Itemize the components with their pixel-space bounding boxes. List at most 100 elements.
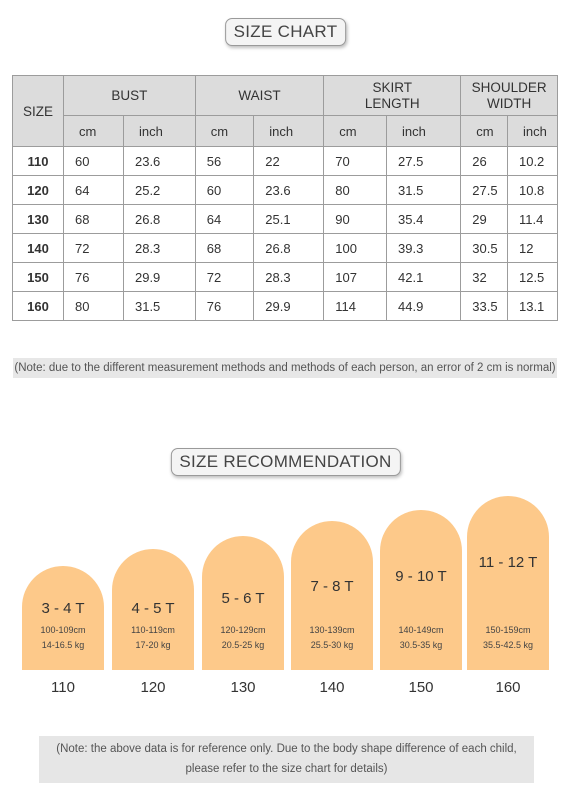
bust-header: BUST xyxy=(63,75,196,116)
weight-range: 25.5-30 kg xyxy=(310,640,354,650)
size-header: SIZE xyxy=(12,75,64,147)
table-cell: 26.8 xyxy=(122,204,196,234)
size-recommendation-title: SIZE RECOMMENDATION xyxy=(170,448,401,476)
table-cell: 72 xyxy=(63,233,124,263)
table-cell: 100 xyxy=(323,233,387,263)
table-cell: 31.5 xyxy=(122,291,196,321)
table-cell: 12.5 xyxy=(506,262,559,292)
waist-header: WAIST xyxy=(194,75,325,116)
height-range: 130-139cm xyxy=(309,625,355,635)
age-range: 11 - 12 T xyxy=(478,554,538,571)
table-cell: 13.1 xyxy=(506,291,559,321)
shoulder-width-header: SHOULDER WIDTH xyxy=(460,75,558,116)
unit-inch: inch xyxy=(506,115,559,147)
table-cell: 56 xyxy=(194,146,255,176)
size-label: 110 xyxy=(51,679,75,696)
recommendation-card: 4 - 5 T 110-119cm 17-20 kg xyxy=(112,549,194,670)
table-cell: 42.1 xyxy=(385,262,462,292)
age-range: 7 - 8 T xyxy=(310,578,354,595)
size-chart-title: SIZE CHART xyxy=(224,18,347,46)
table-cell: 23.6 xyxy=(122,146,196,176)
table-cell: 31.5 xyxy=(385,175,462,205)
table-cell: 23.6 xyxy=(253,175,325,205)
table-cell: 26 xyxy=(460,146,508,176)
table-row: 130 68 26.8 64 25.1 90 35.4 29 11.4 xyxy=(12,204,559,234)
size-label: 130 xyxy=(230,679,256,696)
size-chart-table: SIZE BUST WAIST SKIRT LENGTH SHOULDER WI… xyxy=(12,75,559,321)
reference-note-line1: (Note: the above data is for reference o… xyxy=(56,743,517,755)
height-range: 120-129cm xyxy=(220,625,266,635)
table-row: 150 76 29.9 72 28.3 107 42.1 32 12.5 xyxy=(12,262,559,292)
table-cell: 10.2 xyxy=(506,146,559,176)
age-range: 5 - 6 T xyxy=(221,590,265,607)
table-cell: 28.3 xyxy=(253,262,325,292)
skirt-length-header: SKIRT LENGTH xyxy=(323,75,462,116)
table-row: 140 72 28.3 68 26.8 100 39.3 30.5 12 xyxy=(12,233,559,263)
height-range: 100-109cm xyxy=(40,625,86,635)
row-size: 110 xyxy=(12,146,64,176)
unit-inch: inch xyxy=(122,115,196,147)
table-cell: 12 xyxy=(506,233,559,263)
unit-cm: cm xyxy=(194,115,255,147)
table-cell: 29 xyxy=(460,204,508,234)
unit-cm: cm xyxy=(63,115,124,147)
table-cell: 39.3 xyxy=(385,233,462,263)
table-cell: 64 xyxy=(63,175,124,205)
table-cell: 27.5 xyxy=(460,175,508,205)
weight-range: 20.5-25 kg xyxy=(221,640,265,650)
weight-range: 30.5-35 kg xyxy=(399,640,443,650)
reference-note: (Note: the above data is for reference o… xyxy=(39,736,534,783)
recommendation-card: 5 - 6 T 120-129cm 20.5-25 kg xyxy=(202,536,284,670)
table-cell: 22 xyxy=(253,146,325,176)
table-cell: 80 xyxy=(63,291,124,321)
weight-range: 14-16.5 kg xyxy=(41,640,85,650)
table-cell: 60 xyxy=(63,146,124,176)
size-label: 120 xyxy=(140,679,166,696)
table-cell: 68 xyxy=(194,233,255,263)
row-size: 130 xyxy=(12,204,64,234)
table-row: 120 64 25.2 60 23.6 80 31.5 27.5 10.8 xyxy=(12,175,559,205)
recommendation-card: 11 - 12 T 150-159cm 35.5-42.5 kg xyxy=(467,496,549,670)
table-cell: 25.1 xyxy=(253,204,325,234)
height-range: 110-119cm xyxy=(131,625,175,635)
table-cell: 35.4 xyxy=(385,204,462,234)
table-cell: 64 xyxy=(194,204,255,234)
table-cell: 30.5 xyxy=(460,233,508,263)
unit-inch: inch xyxy=(253,115,325,147)
table-cell: 68 xyxy=(63,204,124,234)
measurement-note: (Note: due to the different measurement … xyxy=(13,358,557,378)
table-cell: 76 xyxy=(63,262,124,292)
recommendation-card: 7 - 8 T 130-139cm 25.5-30 kg xyxy=(291,521,373,670)
table-cell: 29.9 xyxy=(253,291,325,321)
table-cell: 80 xyxy=(323,175,387,205)
table-cell: 44.9 xyxy=(385,291,462,321)
table-cell: 29.9 xyxy=(122,262,196,292)
table-cell: 11.4 xyxy=(506,204,559,234)
row-size: 140 xyxy=(12,233,64,263)
unit-cm: cm xyxy=(460,115,508,147)
height-range: 140-149cm xyxy=(398,625,444,635)
table-row: 160 80 31.5 76 29.9 114 44.9 33.5 13.1 xyxy=(12,291,559,321)
unit-inch: inch xyxy=(385,115,462,147)
row-size: 150 xyxy=(12,262,64,292)
size-label: 140 xyxy=(319,679,345,696)
table-row: 110 60 23.6 56 22 70 27.5 26 10.2 xyxy=(12,146,559,176)
table-cell: 32 xyxy=(460,262,508,292)
height-range: 150-159cm xyxy=(485,625,531,635)
row-size: 160 xyxy=(12,291,64,321)
reference-note-line2: please refer to the size chart for detai… xyxy=(185,763,388,775)
recommendation-card: 9 - 10 T 140-149cm 30.5-35 kg xyxy=(380,510,462,670)
table-cell: 114 xyxy=(323,291,387,321)
size-label: 160 xyxy=(495,679,521,696)
unit-cm: cm xyxy=(323,115,387,147)
table-cell: 26.8 xyxy=(253,233,325,263)
weight-range: 17-20 kg xyxy=(135,640,171,650)
table-cell: 90 xyxy=(323,204,387,234)
age-range: 3 - 4 T xyxy=(41,600,85,617)
table-cell: 76 xyxy=(194,291,255,321)
table-cell: 33.5 xyxy=(460,291,508,321)
size-label: 150 xyxy=(408,679,434,696)
table-cell: 10.8 xyxy=(506,175,559,205)
age-range: 4 - 5 T xyxy=(131,600,175,617)
table-cell: 25.2 xyxy=(122,175,196,205)
